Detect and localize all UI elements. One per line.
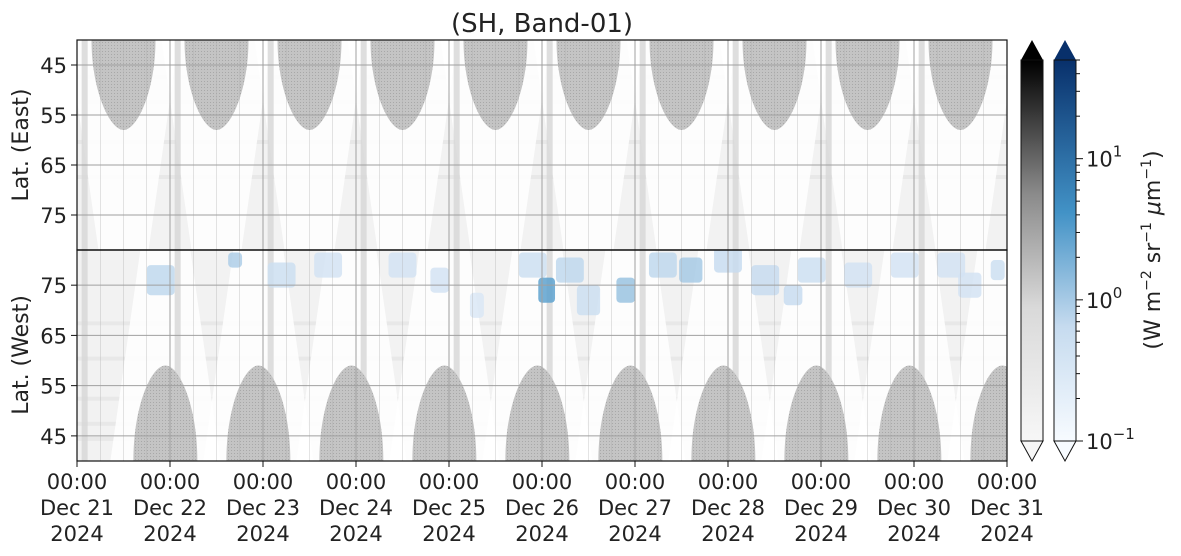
colorbar-blue-body <box>1053 59 1077 442</box>
colorbar-gray <box>1020 40 1044 463</box>
ytick-label-west: 65 <box>40 324 67 348</box>
colorbar-gray-extend-top <box>1021 40 1043 60</box>
sensor-streak <box>81 40 88 250</box>
intensity-patch-west <box>228 252 243 268</box>
xtick-label: 00:00 Dec 30 2024 <box>877 470 951 546</box>
sensor-streak <box>732 40 739 250</box>
sensor-streak <box>453 40 460 250</box>
no-data-region-west <box>691 365 756 461</box>
day-band-west <box>854 250 965 461</box>
no-data-region-west <box>877 365 942 461</box>
sensor-streak <box>360 250 367 461</box>
sensor-streak <box>639 250 646 461</box>
intensity-patch-west <box>844 262 873 288</box>
no-data-region-west <box>598 365 663 461</box>
sensor-streak <box>81 250 88 461</box>
intensity-patch-west <box>538 277 556 303</box>
ytick-label-east: 65 <box>40 154 67 178</box>
sensor-streak <box>453 250 460 461</box>
colorbar-tick-label: 100 <box>1086 284 1122 313</box>
xtick-label: 00:00 Dec 23 2024 <box>226 470 300 546</box>
xtick-label: 00:00 Dec 31 2024 <box>970 470 1044 546</box>
intensity-patch-west <box>314 252 343 278</box>
sensor-streak <box>918 40 925 250</box>
no-data-region-west <box>319 365 384 461</box>
intensity-patch-west <box>890 252 919 278</box>
xtick-label: 00:00 Dec 27 2024 <box>598 470 672 546</box>
intensity-patch-west <box>267 262 296 288</box>
sensor-streak <box>732 250 739 461</box>
no-data-region-west <box>784 365 849 461</box>
sensor-streak <box>360 40 367 250</box>
sensor-streak <box>825 40 832 250</box>
ylabel-east: Lat. (East) <box>9 89 34 202</box>
xtick-label: 00:00 Dec 25 2024 <box>412 470 486 546</box>
intensity-patch-west <box>146 265 175 296</box>
chart-title: (SH, Band-01) <box>451 9 633 39</box>
day-band-west <box>668 250 779 461</box>
x-ticks: 00:00 Dec 21 2024 00:00 Dec 22 2024 00:00 Dec 2… <box>40 461 1044 546</box>
no-data-region-west <box>226 365 291 461</box>
colorbar-blue-extend-bottom <box>1053 440 1077 463</box>
colorbar-gray-extend-bottom <box>1020 440 1044 463</box>
sensor-streak <box>174 40 181 250</box>
day-band-west <box>110 250 221 461</box>
sensor-streak <box>639 40 646 250</box>
no-data-region-west <box>970 365 1007 461</box>
intensity-patch-west <box>648 252 677 278</box>
panel-west <box>77 250 1007 461</box>
no-data-region-west <box>133 365 198 461</box>
intensity-patch-west <box>937 252 966 278</box>
day-band-west <box>203 250 314 461</box>
day-band-west <box>296 250 407 461</box>
colorbar-gray-body <box>1020 59 1044 442</box>
no-data-region-west <box>412 365 477 461</box>
xtick-label: 00:00 Dec 24 2024 <box>319 470 393 546</box>
sensor-streak <box>825 250 832 461</box>
day-band-west <box>482 250 593 461</box>
xtick-label: 00:00 Dec 28 2024 <box>691 470 765 546</box>
sensor-streak <box>174 250 181 461</box>
sensor-streak <box>267 40 274 250</box>
colorbar-ticks: 10−1 100 101 <box>1076 59 1135 454</box>
intensity-patch-west <box>518 252 547 278</box>
ytick-label-west: 55 <box>40 375 67 399</box>
intensity-patch-west <box>469 292 484 318</box>
intensity-patch-west <box>555 257 584 283</box>
ytick-label-west: 45 <box>40 425 67 449</box>
intensity-patch-west <box>616 277 635 303</box>
intensity-patch-west <box>679 257 703 283</box>
panel-east <box>77 40 1007 250</box>
intensity-patch-west <box>990 260 1005 281</box>
no-data-region-west <box>505 365 570 461</box>
xtick-label: 00:00 Dec 21 2024 <box>40 470 114 546</box>
day-band-west <box>575 250 686 461</box>
colorbar-tick-label: 10−1 <box>1086 425 1135 454</box>
ytick-label-east: 75 <box>40 204 67 228</box>
sensor-streak <box>918 250 925 461</box>
sensor-streak <box>546 40 553 250</box>
intensity-patch-west <box>797 257 826 283</box>
ytick-label-east: 55 <box>40 104 67 128</box>
y-ticks: 45 55 65 75 75 65 55 45 <box>40 54 77 449</box>
colorbar-blue-extend-top <box>1054 40 1076 60</box>
colorbar-label: (W m−2 sr−1 μm−1) <box>1139 150 1166 349</box>
ylabel-west: Lat. (West) <box>9 295 34 415</box>
intensity-patch-west <box>751 265 780 296</box>
ytick-label-east: 45 <box>40 54 67 78</box>
colorbar-blue: 10−1 100 101 <box>1053 40 1135 463</box>
sensor-streak <box>267 250 274 461</box>
xtick-label: 00:00 Dec 22 2024 <box>133 470 207 546</box>
colorbar-tick-label: 101 <box>1086 143 1122 172</box>
sensor-streak <box>546 250 553 461</box>
intensity-patch-west <box>430 267 449 293</box>
intensity-patch-west <box>783 285 803 306</box>
xtick-label: 00:00 Dec 29 2024 <box>784 470 858 546</box>
ytick-label-west: 75 <box>40 274 67 298</box>
xtick-label: 00:00 Dec 26 2024 <box>505 470 579 546</box>
